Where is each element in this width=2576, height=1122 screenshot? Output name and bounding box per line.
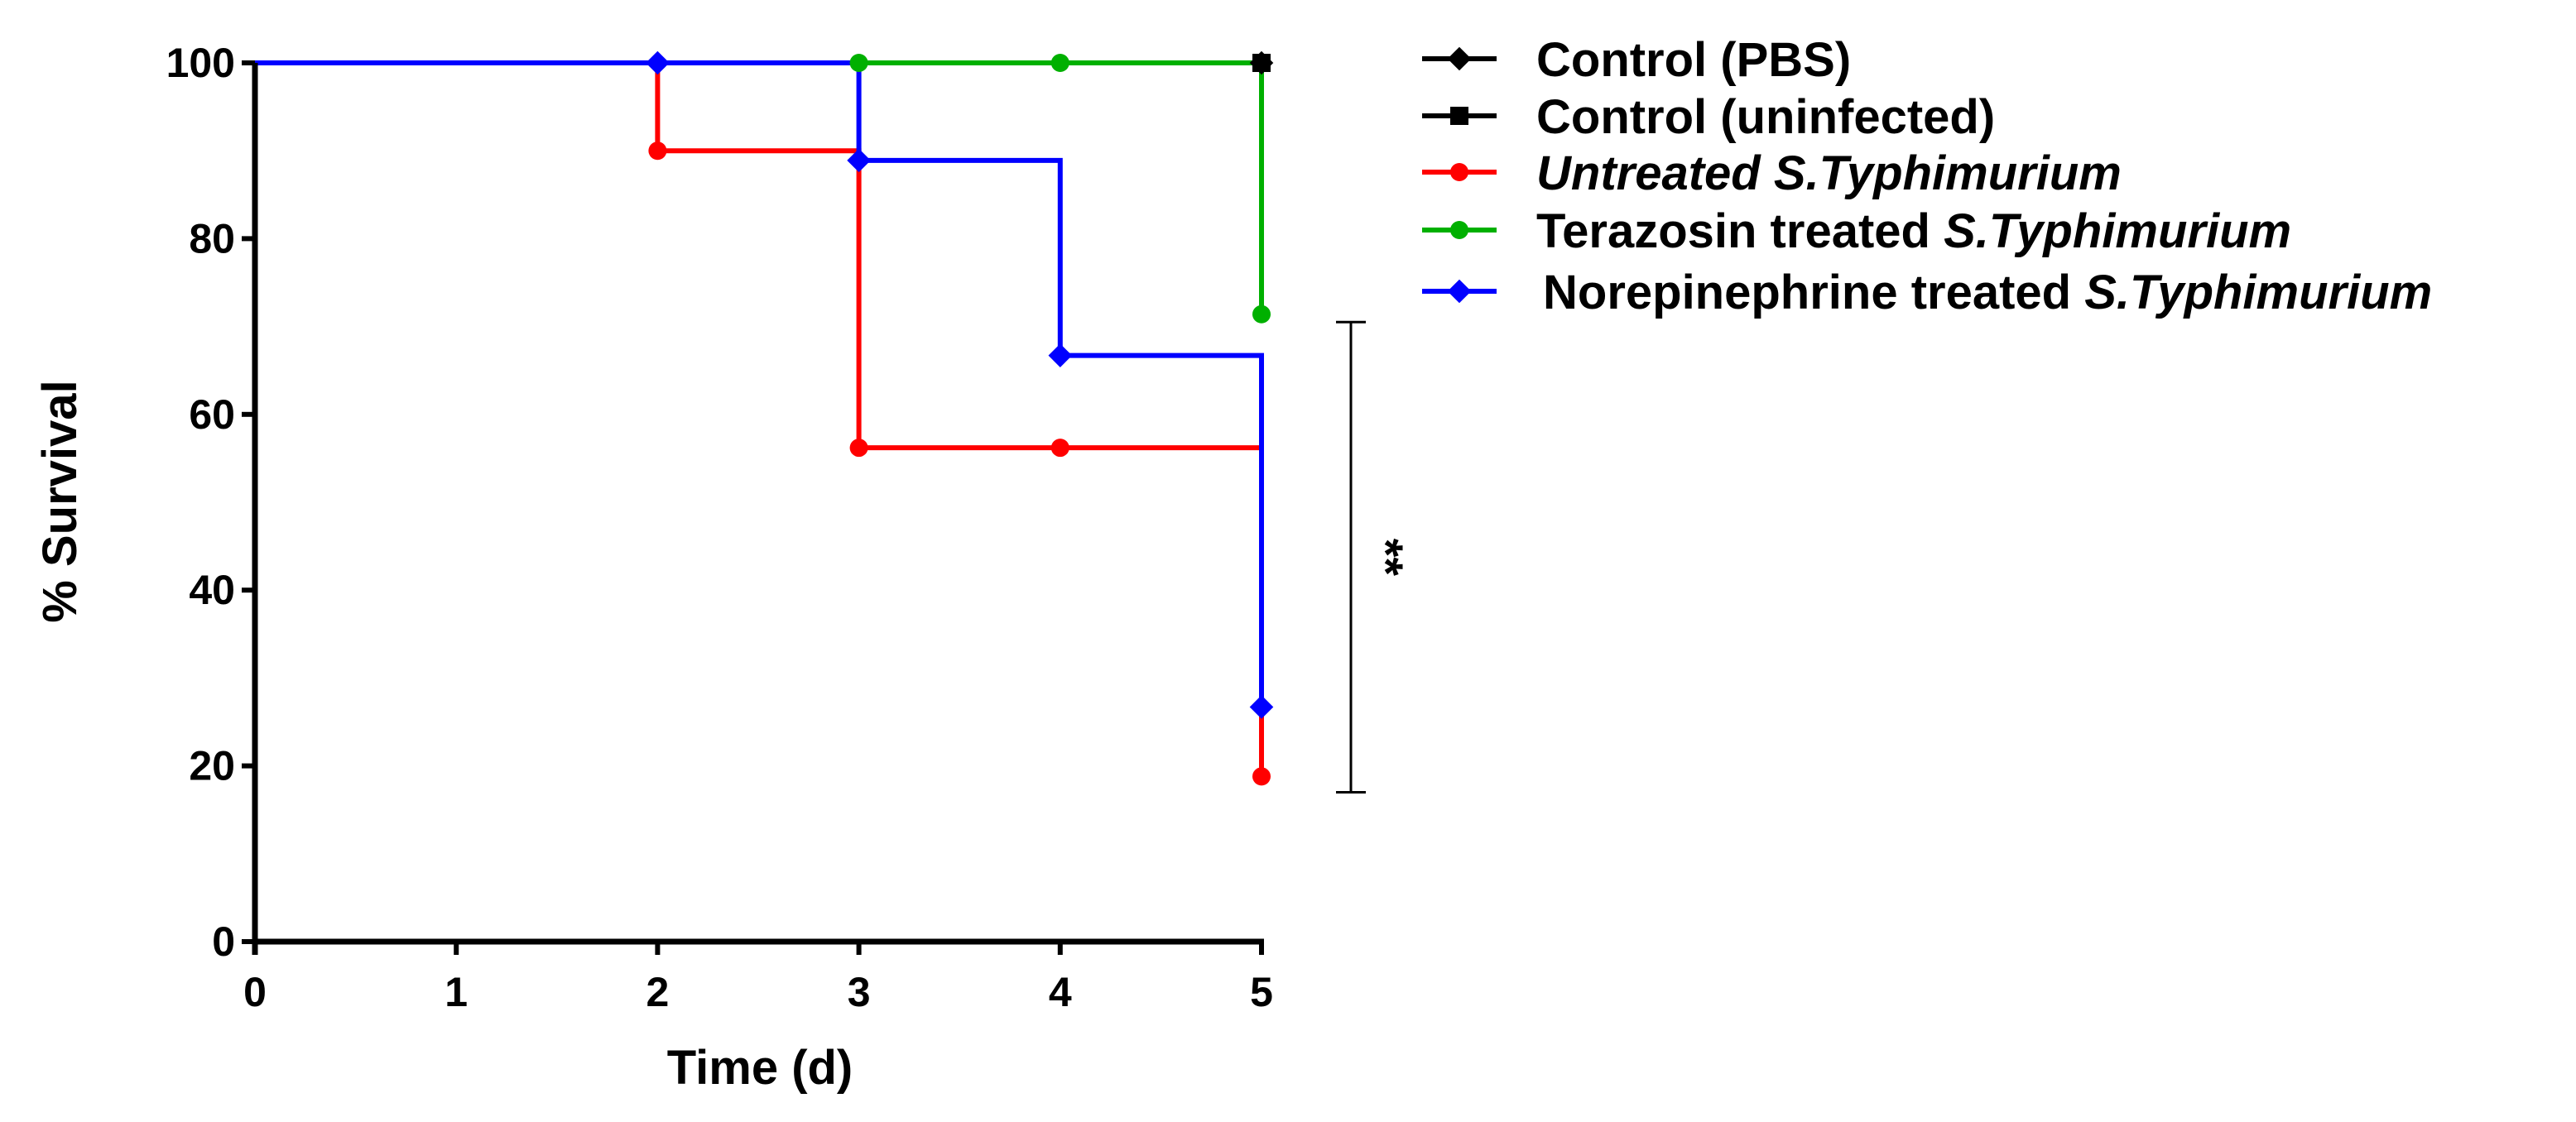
legend-label-4: Norepinephrine treated S.Typhimurium [1543,266,2432,319]
tick-labels: 0 20 40 60 80 100 0 1 2 3 4 5 [166,40,1273,1015]
data-point-1-0 [1252,54,1271,72]
legend-label-1-part-0: Control (uninfected) [1536,90,1995,144]
legend-item-3: Terazosin treated S.Typhimurium [1422,204,2291,258]
x-tick-label-5: 5 [1250,969,1273,1015]
legend-item-2: Untreated S.Typhimurium [1422,146,2122,200]
legend-label-2-part-0: Untreated S.Typhimurium [1536,146,2122,200]
data-point-4-3 [1249,695,1274,719]
significance-annotation: ** [1336,320,1412,794]
x-tick-label-1: 1 [445,969,468,1015]
data-point-2-0 [648,141,667,161]
x-axis-title: Time (d) [667,1041,853,1095]
y-tick-label-4: 80 [189,215,235,261]
legend-marker-2 [1450,163,1468,181]
series-markers [646,50,1274,786]
y-tick-label-3: 60 [189,391,235,438]
x-tick-label-3: 3 [848,969,871,1015]
legend-item-4: Norepinephrine treated S.Typhimurium [1422,266,2432,319]
y-axis-title: % Survival [33,380,87,622]
legend-label-4-part-0: Norepinephrine treated [1543,266,2084,319]
y-tick-label-5: 100 [166,40,235,86]
x-tick-label-0: 0 [243,969,267,1015]
series-line-4 [255,60,1264,707]
significance-label-0: ** [1358,539,1412,577]
legend-marker-4 [1447,279,1472,304]
data-point-3-0 [849,54,868,72]
legend: Control (PBS)Control (uninfected)Untreat… [1422,33,2432,319]
series-lines [255,60,1264,777]
axes [242,60,1264,955]
legend-label-3: Terazosin treated S.Typhimurium [1536,204,2291,258]
legend-marker-0 [1447,46,1472,71]
legend-label-0-part-0: Control (PBS) [1536,33,1851,87]
legend-item-0: Control (PBS) [1422,33,1851,87]
x-tick-label-2: 2 [646,969,669,1015]
data-point-2-3 [1252,767,1271,786]
y-tick-label-0: 0 [212,918,235,965]
data-point-3-1 [1050,54,1069,72]
data-point-2-1 [849,439,868,458]
legend-label-3-part-0: Terazosin treated [1536,204,1944,258]
y-tick-label-2: 40 [189,567,235,613]
legend-marker-1 [1450,107,1468,125]
data-point-4-0 [646,50,670,75]
y-tick-label-1: 20 [189,743,235,789]
data-point-4-2 [1048,343,1073,367]
legend-label-2: Untreated S.Typhimurium [1536,146,2122,200]
data-point-4-1 [847,148,871,173]
legend-item-1: Control (uninfected) [1422,90,1995,144]
legend-label-4-part-1: S.Typhimurium [2084,266,2432,319]
data-point-3-2 [1252,304,1271,324]
series-line-3 [255,60,1264,314]
series-line-2 [255,60,1264,777]
legend-label-1: Control (uninfected) [1536,90,1995,144]
data-point-2-2 [1050,439,1069,458]
legend-label-0: Control (PBS) [1536,33,1851,87]
legend-marker-3 [1450,221,1468,239]
legend-label-3-part-1: S.Typhimurium [1944,204,2291,258]
x-tick-label-4: 4 [1049,969,1072,1015]
